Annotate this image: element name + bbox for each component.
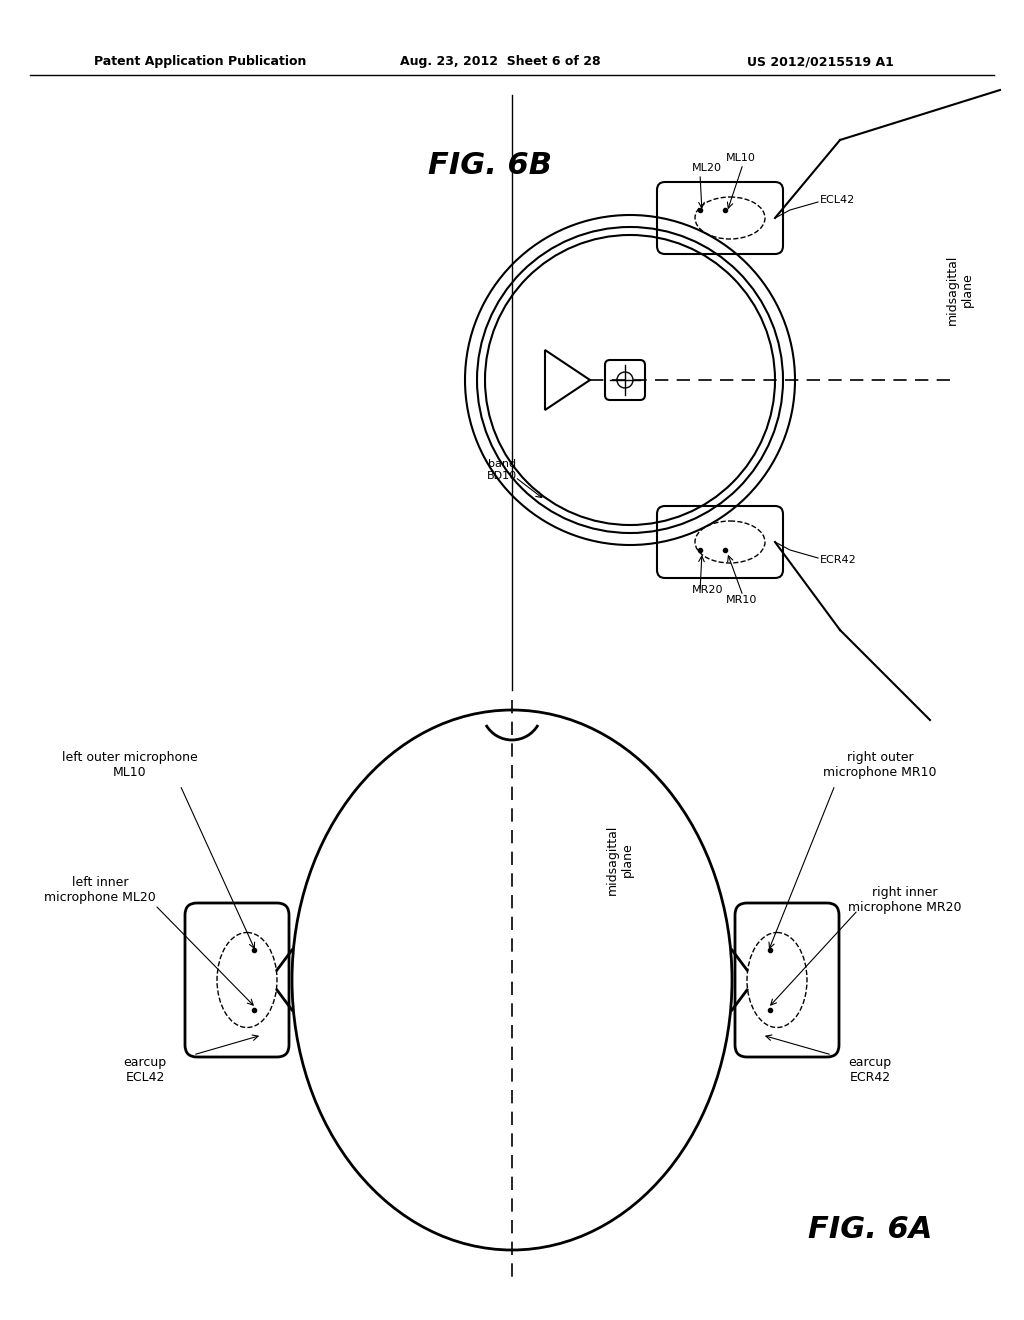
Text: ECL42: ECL42 <box>820 195 855 205</box>
Text: FIG. 6A: FIG. 6A <box>808 1216 932 1245</box>
Text: ECR42: ECR42 <box>820 554 857 565</box>
Text: right inner
microphone MR20: right inner microphone MR20 <box>848 886 962 913</box>
Text: left outer microphone
ML10: left outer microphone ML10 <box>62 751 198 779</box>
Text: MR10: MR10 <box>726 595 758 605</box>
Text: Patent Application Publication: Patent Application Publication <box>94 55 306 69</box>
Text: midsagittal
plane: midsagittal plane <box>606 825 634 895</box>
Text: earcup
ECL42: earcup ECL42 <box>124 1056 167 1084</box>
Text: FIG. 6B: FIG. 6B <box>428 150 552 180</box>
Text: ML20: ML20 <box>692 162 722 173</box>
Text: band
BD10: band BD10 <box>487 459 517 480</box>
Text: left inner
microphone ML20: left inner microphone ML20 <box>44 876 156 904</box>
Text: midsagittal
plane: midsagittal plane <box>946 255 974 325</box>
Text: ML10: ML10 <box>726 153 756 162</box>
Text: US 2012/0215519 A1: US 2012/0215519 A1 <box>746 55 893 69</box>
Text: MR20: MR20 <box>692 585 724 595</box>
Text: right outer
microphone MR10: right outer microphone MR10 <box>823 751 937 779</box>
Text: earcup
ECR42: earcup ECR42 <box>849 1056 892 1084</box>
Text: Aug. 23, 2012  Sheet 6 of 28: Aug. 23, 2012 Sheet 6 of 28 <box>399 55 600 69</box>
